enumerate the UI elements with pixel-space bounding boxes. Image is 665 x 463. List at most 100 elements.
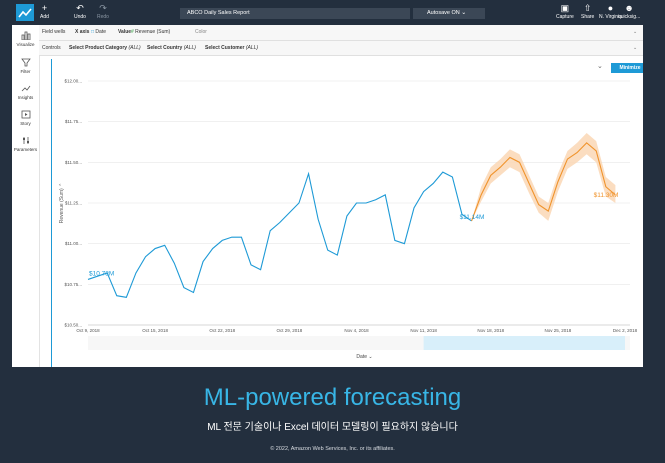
x-tick-label: Nov 18, 2018	[477, 328, 504, 333]
control-country[interactable]: Select Country (ALL)	[147, 41, 196, 55]
minimize-button[interactable]: Minimize	[611, 63, 643, 73]
rail-item-visualize[interactable]: Visualize	[12, 31, 39, 47]
plus-icon: +	[41, 3, 48, 13]
filter-icon	[12, 58, 39, 69]
x-tick-label: Oct 9, 2018	[76, 328, 100, 333]
x-tick-label: Nov 4, 2018	[344, 328, 369, 333]
redo-button[interactable]: ↷ Redo	[97, 3, 109, 20]
quicksight-logo	[16, 4, 34, 21]
share-button[interactable]: ⇧ Share	[581, 3, 594, 20]
control-value: (ALL)	[245, 45, 259, 51]
forecast-visual[interactable]: $10.50... $10.75... $11.00... $11.25... $11.…	[51, 59, 643, 367]
y-tick-label: $11.25...	[65, 201, 82, 206]
controls-label: Controls	[42, 45, 61, 51]
x-tick-label: Oct 22, 2018	[209, 328, 235, 333]
capture-button[interactable]: ▣ Capture	[556, 3, 574, 20]
wells-collapse-icon[interactable]: ⌄	[633, 29, 638, 35]
y-tick-label: $10.50...	[64, 323, 82, 328]
rail-label-filter: Filter	[20, 69, 31, 74]
rail-item-parameters[interactable]: Parameters	[12, 136, 39, 152]
control-name: Select Customer	[205, 45, 245, 51]
control-customer[interactable]: Select Customer (ALL)	[205, 41, 258, 55]
y-axis-title: Revenue (Sum) ⌃	[59, 183, 65, 224]
forecast-chart: $10.50... $10.75... $11.00... $11.25... $11.…	[59, 79, 638, 361]
data-label: $11.14M	[460, 214, 485, 221]
rail-item-filter[interactable]: Filter	[12, 58, 39, 74]
autosave-toggle[interactable]: Autosave ON ⌄	[413, 8, 485, 19]
y-tick-label: $10.75...	[64, 282, 82, 287]
forecast-revenue-line	[471, 142, 616, 222]
data-label: $11.30M	[594, 192, 619, 199]
visual-menu-chevron-icon[interactable]: ⌄	[597, 63, 603, 70]
user-menu[interactable]: ☻ quicksig...	[618, 3, 640, 20]
left-rail: Visualize Filter Insights Story Paramete…	[12, 25, 40, 367]
rail-item-story[interactable]: Story	[12, 110, 39, 126]
capture-label: Capture	[556, 14, 574, 20]
story-icon	[12, 110, 39, 121]
range-brush-selection	[423, 336, 625, 350]
forecast-confidence-band	[471, 133, 616, 221]
user-label: quicksig...	[618, 14, 641, 20]
xaxis-well-label: X axis	[75, 29, 90, 35]
region-selector[interactable]: ● N. Virginia	[599, 3, 622, 20]
controls-bar: Controls Select Product Category (ALL) S…	[39, 41, 643, 56]
add-button[interactable]: + Add	[40, 3, 49, 20]
rail-label-parameters: Parameters	[13, 147, 38, 152]
camera-icon: ▣	[560, 3, 570, 13]
xaxis-well-value: Date	[95, 29, 106, 35]
control-name: Select Product Category	[69, 45, 128, 51]
date-field-icon: □	[91, 29, 95, 35]
y-tick-label: $11.00...	[65, 241, 82, 246]
y-tick-label: $12.00...	[64, 79, 82, 84]
control-product-category[interactable]: Select Product Category (ALL)	[69, 41, 141, 55]
x-tick-label: Nov 25, 2018	[544, 328, 571, 333]
autosave-label: Autosave ON	[427, 10, 460, 16]
data-label: $10.78M	[89, 270, 114, 277]
redo-label: Redo	[97, 14, 109, 20]
x-tick-label: Oct 15, 2018	[142, 328, 168, 333]
top-toolbar: + Add ↶ Undo ↷ Redo ABCO Daily Sales Rep…	[12, 0, 643, 25]
controls-collapse-icon[interactable]: ⌄	[633, 45, 638, 51]
value-well-label: Value	[118, 29, 132, 35]
control-value: (ALL)	[183, 45, 196, 51]
measure-field-icon: #	[131, 29, 134, 35]
chevron-down-icon: ⌄	[461, 10, 467, 16]
x-axis-title: Date ⌄	[356, 354, 372, 360]
analysis-title[interactable]: ABCO Daily Sales Report	[180, 8, 410, 19]
subline: ML 전문 기술이나 Excel 데이터 모델링이 필요하지 않습니다	[207, 422, 458, 433]
x-tick-label: Oct 29, 2018	[276, 328, 302, 333]
bar-chart-icon	[12, 31, 39, 42]
xaxis-well-field[interactable]: □ Date	[91, 25, 106, 40]
redo-icon: ↷	[99, 3, 107, 13]
quicksight-window: + Add ↶ Undo ↷ Redo ABCO Daily Sales Rep…	[12, 0, 643, 367]
field-wells-label: Field wells	[42, 29, 66, 35]
undo-icon: ↶	[76, 3, 84, 13]
x-tick-label: Nov 11, 2018	[410, 328, 437, 333]
share-label: Share	[581, 14, 595, 20]
rail-label-visualize: Visualize	[16, 42, 35, 47]
headline: ML-powered forecasting	[203, 384, 462, 411]
location-pin-icon: ●	[607, 3, 614, 13]
region-label: N. Virginia	[599, 14, 622, 20]
x-tick-label: Dec 2, 2018	[613, 328, 638, 333]
copyright: © 2022, Amazon Web Services, Inc. or its…	[270, 446, 395, 452]
share-icon: ⇧	[583, 3, 592, 13]
add-label: Add	[40, 14, 49, 20]
insights-icon	[12, 84, 39, 95]
user-icon: ☻	[624, 3, 634, 13]
undo-button[interactable]: ↶ Undo	[74, 3, 86, 20]
actual-revenue-line	[87, 171, 472, 298]
field-wells-bar[interactable]: Field wells X axis □ Date Value # Revenu…	[39, 25, 643, 41]
rail-label-insights: Insights	[17, 95, 34, 100]
y-tick-label: $11.50...	[65, 160, 82, 165]
rail-item-insights[interactable]: Insights	[12, 84, 39, 100]
parameters-icon	[12, 136, 39, 147]
color-well-label[interactable]: Color	[195, 29, 207, 35]
value-well-value: Revenue (Sum)	[135, 29, 171, 35]
undo-label: Undo	[74, 14, 86, 20]
control-name: Select Country	[147, 45, 183, 51]
rail-label-story: Story	[20, 121, 31, 126]
y-tick-label: $11.75...	[65, 119, 82, 124]
value-well-field[interactable]: # Revenue (Sum)	[131, 25, 170, 40]
control-value: (ALL)	[128, 45, 141, 51]
